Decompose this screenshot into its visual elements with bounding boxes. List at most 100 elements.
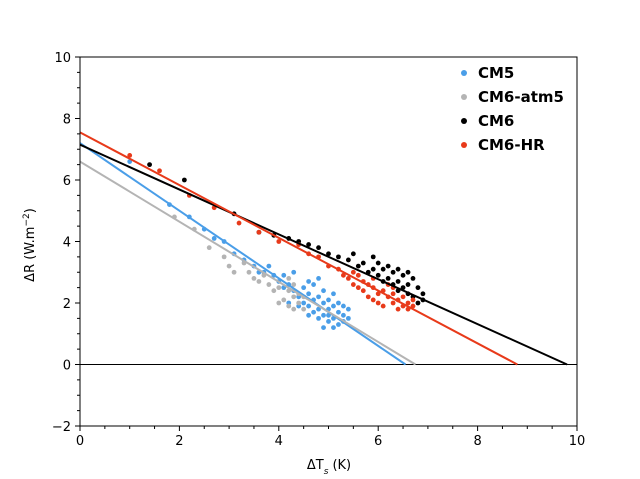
data-point [321,312,326,318]
data-point [306,303,312,309]
data-point [301,306,307,312]
x-tick-label: 4 [275,434,283,449]
data-point [375,300,381,306]
data-point [266,263,272,269]
data-point [326,319,331,324]
data-point [375,291,381,297]
data-point [221,254,227,260]
data-point [410,303,416,309]
data-point [405,300,411,306]
data-point [390,291,396,297]
data-point [380,266,386,272]
data-point [336,254,341,260]
data-point [147,162,152,168]
data-point [415,300,421,306]
data-point [345,257,351,263]
data-point [345,276,351,281]
data-point [276,300,282,306]
data-point [231,269,237,275]
legend-marker-3 [461,142,467,148]
data-point [415,285,421,291]
data-point [157,168,162,174]
data-point [395,279,401,284]
data-point [316,245,321,251]
data-point [405,269,411,275]
data-point [316,276,321,281]
data-point [326,297,331,303]
ticks: 0 2 4 6 8 10 −2 0 2 4 6 8 10 [52,51,585,449]
data-point [405,282,411,287]
data-point [211,236,217,241]
fit-line-3 [80,131,518,366]
data-point [336,322,341,327]
y-tick-label: −2 [52,420,71,435]
y-tick-label: 2 [63,297,71,312]
legend-label-3: CM6-HR [478,136,545,154]
data-point [326,251,331,257]
data-point [127,153,133,158]
data-point [410,297,416,303]
data-point [306,291,312,297]
data-point [286,276,292,281]
data-point [296,300,302,306]
x-tick-label: 10 [569,434,586,449]
data-point [350,251,356,257]
data-point [256,279,262,284]
x-tick-label: 2 [175,434,183,449]
data-point [281,297,287,303]
data-point [301,300,307,306]
data-point [385,263,391,269]
data-point [331,303,336,309]
data-point [321,288,326,294]
data-point [311,282,316,287]
data-point [306,312,312,318]
legend-marker-2 [461,118,467,124]
data-point [266,282,272,287]
data-point [355,285,361,291]
fit-line-1 [80,160,416,366]
data-point [286,303,292,309]
data-point [400,294,406,300]
data-point [291,306,297,312]
y-tick-label: 4 [63,236,71,251]
data-point [291,282,297,287]
data-point [271,288,277,294]
data-point [390,269,396,275]
y-tick-label: 8 [63,113,71,128]
data-point [306,242,312,247]
data-point [331,325,336,330]
data-point [395,306,401,312]
data-point [341,312,346,318]
legend-label-1: CM6-atm5 [478,88,564,106]
y-tick-label: 0 [63,359,71,374]
data-point [350,282,356,287]
series-1-points [172,214,307,312]
data-point [390,300,396,306]
data-point [341,303,346,309]
data-point [306,279,312,284]
data-point [301,285,307,291]
legend-label-2: CM6 [478,112,514,130]
data-point [385,276,391,281]
data-point [206,245,212,251]
data-point [365,294,371,300]
data-point [256,229,262,235]
data-point [291,269,297,275]
data-point [226,263,232,269]
data-point [276,285,282,291]
data-point [336,309,341,315]
data-point [370,266,376,272]
data-point [316,315,321,321]
data-point [355,263,361,269]
data-point [331,291,336,297]
data-point [321,325,326,330]
data-point [375,272,381,278]
x-tick-label: 6 [374,434,382,449]
data-point [321,300,326,306]
data-point [251,276,257,281]
x-tick-label: 8 [473,434,481,449]
y-axis-label: ΔR (W.m−2) [22,208,38,282]
data-point [345,306,351,312]
fit-line-2 [80,143,568,366]
